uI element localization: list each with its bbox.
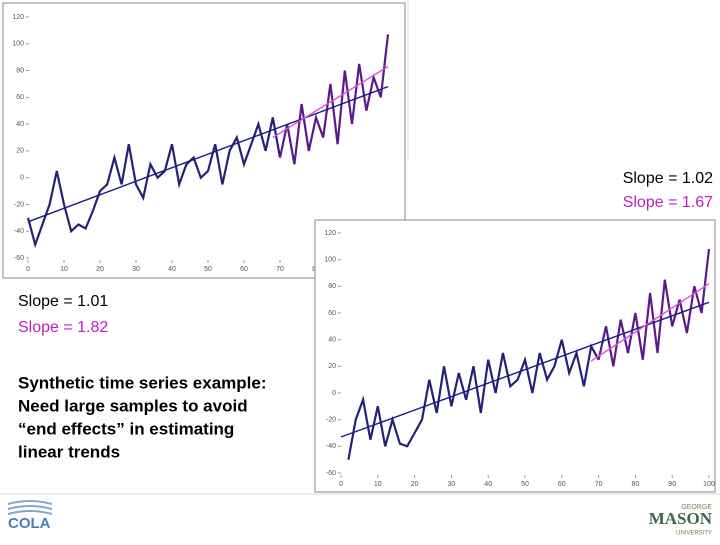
logo-text: UNIVERSITY [676,531,712,537]
slope-text: Slope = 1.02 [623,170,713,187]
x-tick-label: 100 [703,481,715,488]
y-tick-label: -20 [14,201,24,208]
y-tick-label: 40 [16,121,24,128]
y-tick-label: 100 [324,257,336,264]
x-tick-label: 50 [204,266,212,273]
logo-text: GEORGE [681,504,712,511]
x-tick-label: 0 [26,266,30,273]
x-tick-label: 20 [96,266,104,273]
y-tick-label: 20 [328,363,336,370]
y-tick-label: 120 [324,230,336,237]
x-tick-label: 10 [374,481,382,488]
slope-text: Slope = 1.01 [18,293,108,310]
y-tick-label: 80 [328,283,336,290]
data-line [27,85,389,223]
y-tick-label: 120 [12,14,24,21]
y-tick-label: -40 [14,228,24,235]
x-tick-label: 0 [339,481,343,488]
x-tick-label: 40 [484,481,492,488]
logo-text: MASON [649,509,713,528]
x-tick-label: 10 [60,266,68,273]
x-tick-label: 80 [632,481,640,488]
chart-panel [314,219,716,493]
y-tick-label: 60 [328,310,336,317]
y-tick-label: 20 [16,148,24,155]
x-tick-label: 30 [448,481,456,488]
logo-text: COLA [8,515,51,532]
x-tick-label: 60 [558,481,566,488]
chart: -60 -40 -20 0 20 40 60 80 100 120 0 10 20 30 40 50 60 70 8… [314,219,716,493]
y-tick-label: -40 [326,443,336,450]
y-tick-label: 100 [12,41,24,48]
x-tick-label: 70 [595,481,603,488]
y-tick-label: 40 [328,337,336,344]
mason-logo: GEORGE MASON UNIVERSITY [649,504,713,537]
y-tick-label: 0 [20,175,24,182]
data-line [272,65,389,139]
charts: -60-40-200204060801001200102030405060708… [2,2,716,493]
slope-text: Slope = 1.82 [18,319,108,336]
y-tick-label: -20 [326,417,336,424]
y-tick-label: 80 [16,67,24,74]
x-tick-label: 40 [168,266,176,273]
y-tick-label: 60 [16,94,24,101]
caption: “end effects” in estimating [18,419,234,438]
cola-logo: COLA [7,500,53,532]
caption: linear trends [18,442,120,461]
data-line [26,117,282,249]
x-tick-label: 60 [240,266,248,273]
data-line [590,283,710,362]
y-tick-label: -60 [14,255,24,262]
caption: Need large samples to avoid [18,396,248,415]
y-tick-label: 0 [332,390,336,397]
caption: Synthetic time series example: [18,373,267,392]
y-tick-label: -60 [326,470,336,477]
x-tick-label: 20 [411,481,419,488]
x-tick-label: 90 [668,481,676,488]
x-tick-label: 50 [521,481,529,488]
slope-text: Slope = 1.67 [623,194,713,211]
x-tick-label: 30 [132,266,140,273]
x-tick-label: 70 [276,266,284,273]
